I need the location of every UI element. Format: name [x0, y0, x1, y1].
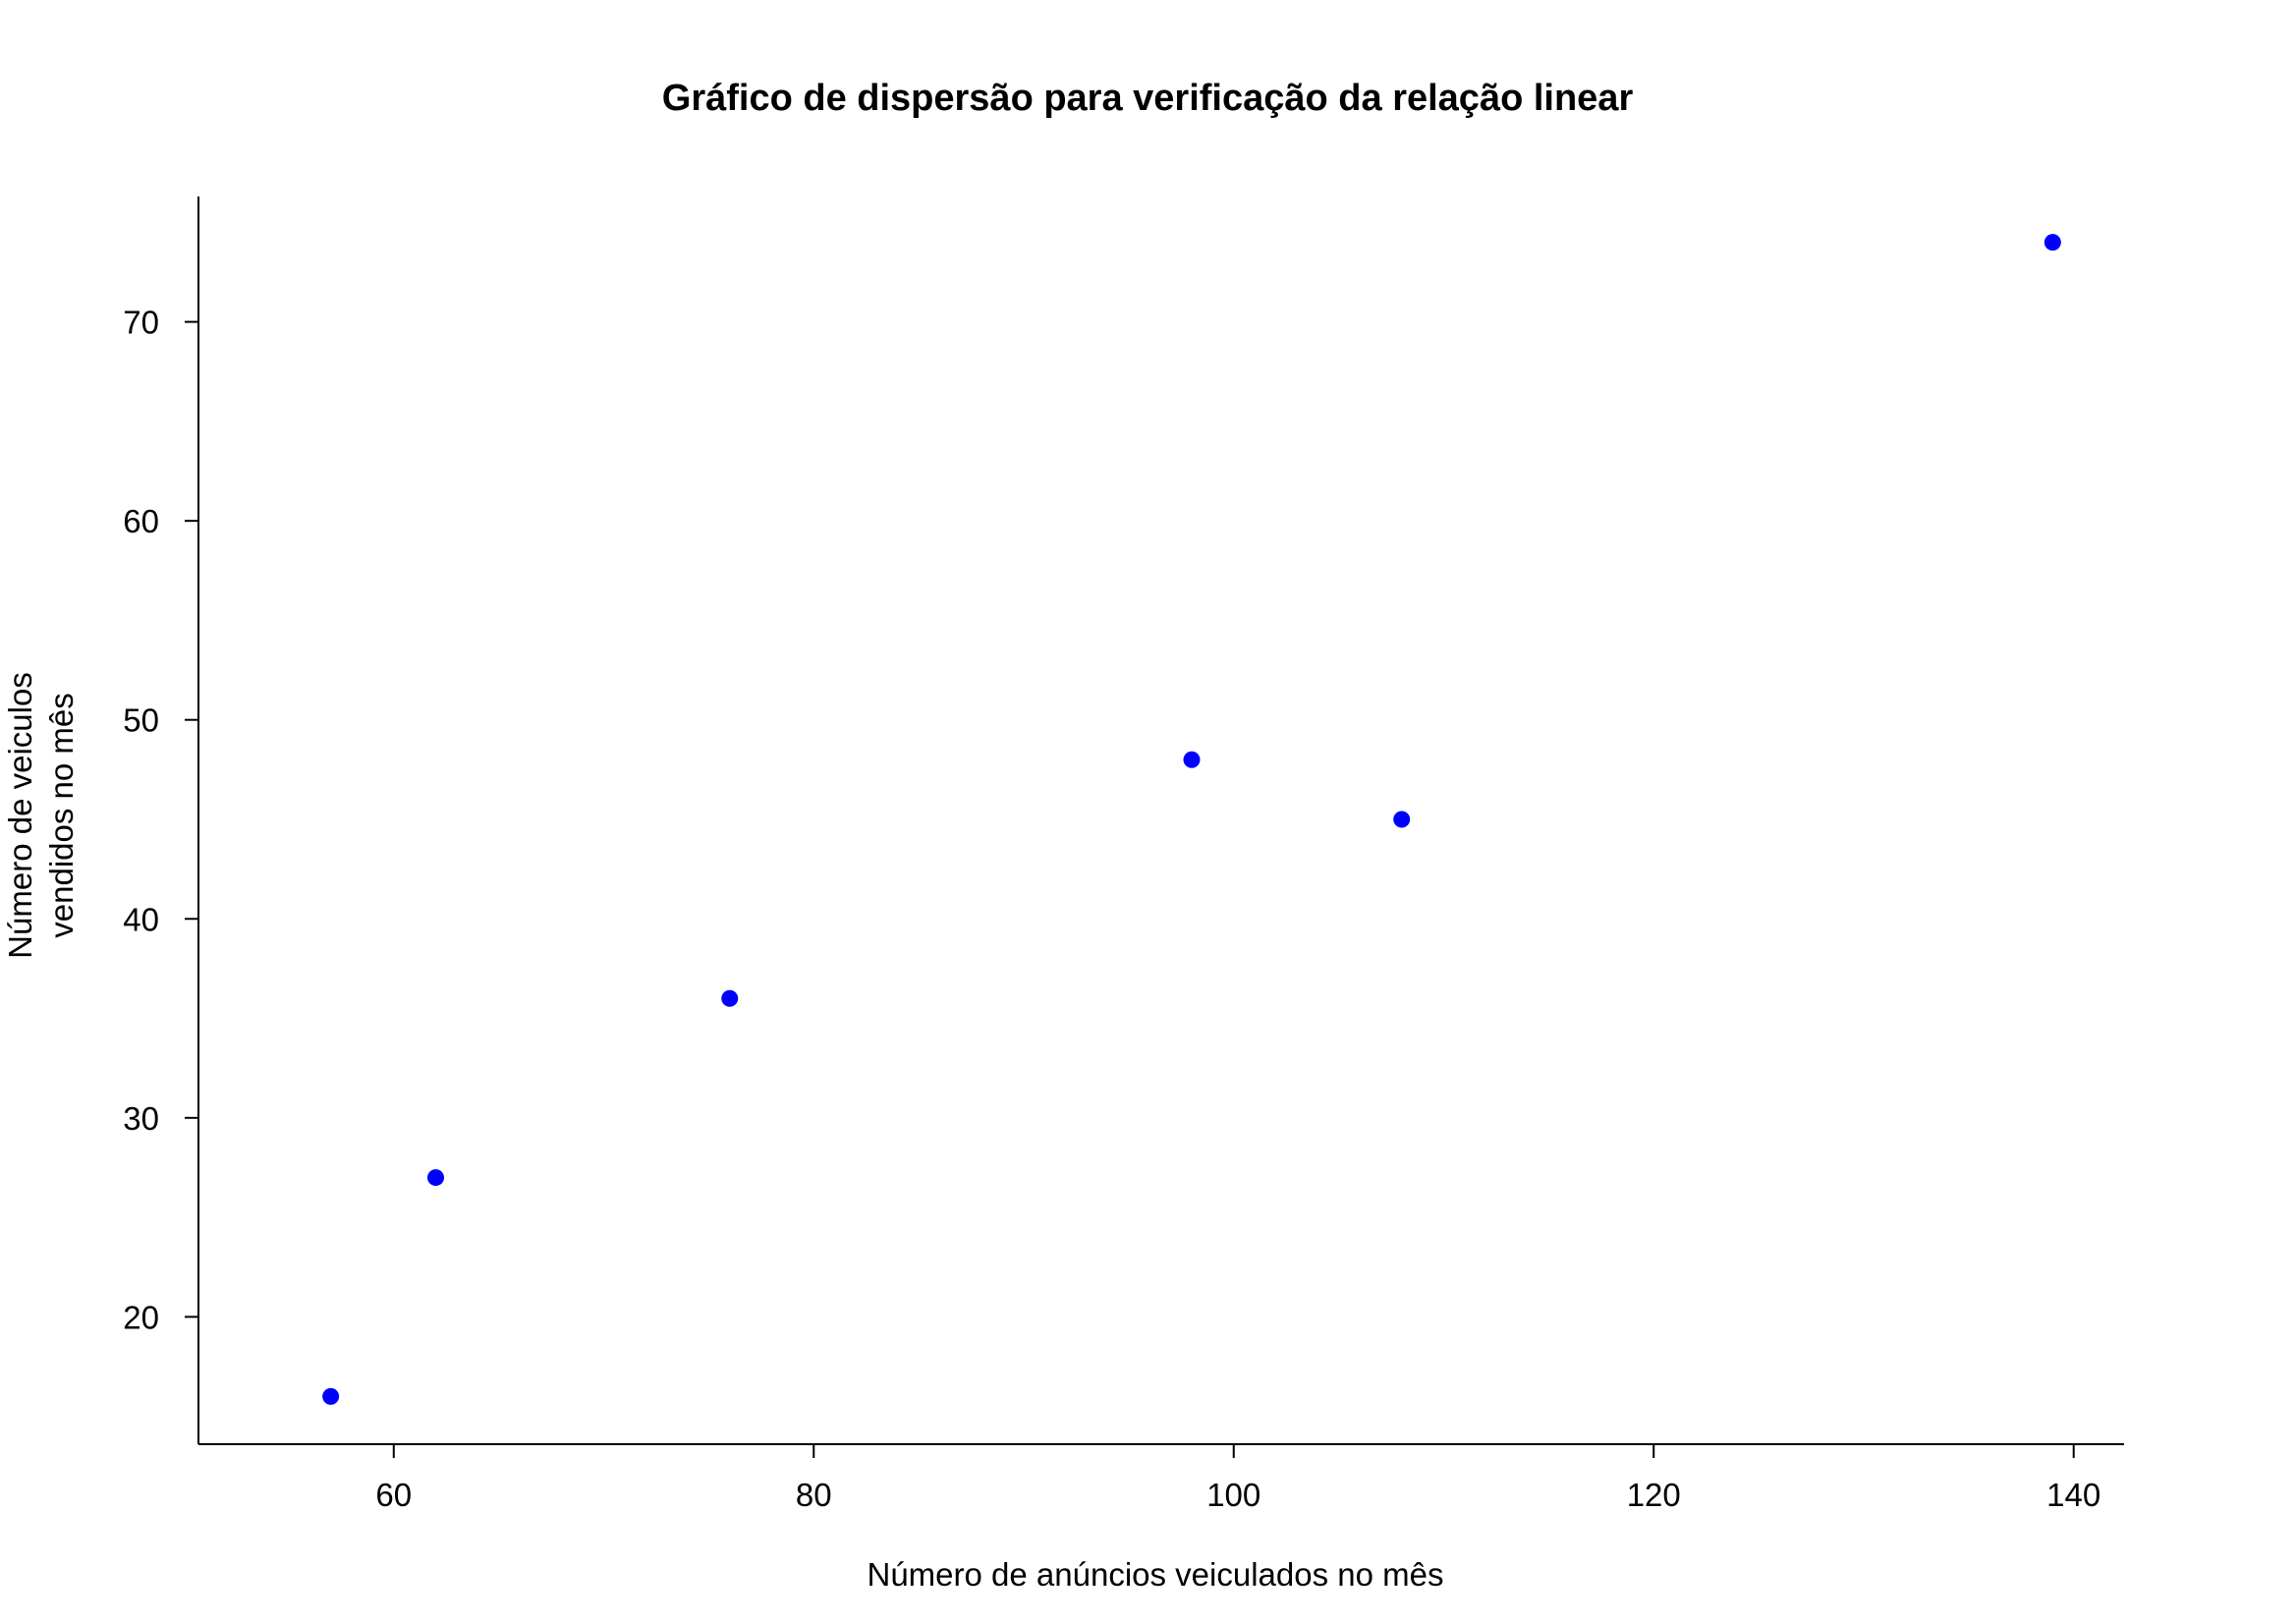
x-tick-label: 100	[1206, 1477, 1260, 1513]
chart-title: Gráfico de dispersão para verificação da…	[662, 78, 1634, 119]
y-tick-label: 70	[123, 305, 159, 341]
data-point	[2044, 234, 2061, 252]
data-point	[322, 1387, 340, 1405]
x-tick-label: 80	[796, 1477, 832, 1513]
y-tick-label: 20	[123, 1299, 159, 1335]
y-tick-label: 40	[123, 901, 159, 937]
y-tick-label: 60	[123, 503, 159, 539]
x-tick-label: 120	[1627, 1477, 1681, 1513]
axes: 60 80 100 120 140 20 30 40 50 60 70	[123, 196, 2124, 1513]
data-point	[427, 1169, 445, 1187]
x-axis-label: Número de anúncios veiculados no mês	[868, 1556, 1444, 1593]
data-point	[1183, 751, 1201, 768]
y-axis-label-line-1: Número de veiculos	[2, 672, 38, 959]
data-point	[1393, 811, 1411, 828]
data-points	[322, 234, 2061, 1405]
y-tick-label: 30	[123, 1100, 159, 1137]
data-point	[721, 989, 739, 1007]
y-tick-label: 50	[123, 702, 159, 739]
y-axis-label-line-2: vendidos no mês	[43, 693, 80, 937]
y-axis-label: Número de veiculos vendidos no mês	[2, 672, 80, 959]
x-tick-label: 140	[2046, 1477, 2100, 1513]
x-tick-label: 60	[375, 1477, 412, 1513]
